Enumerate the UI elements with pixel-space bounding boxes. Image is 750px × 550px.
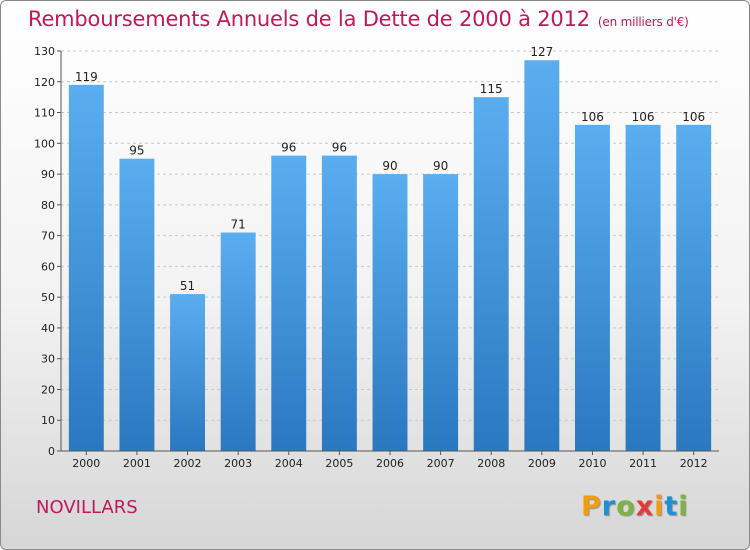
bar [524,60,560,451]
chart-title-text: Remboursements Annuels de la Dette de 20… [28,7,590,31]
y-tick-label: 70 [41,230,55,243]
bar-value-label: 96 [332,141,347,155]
y-tick-label: 120 [34,76,55,89]
y-tick-label: 10 [41,414,55,427]
x-tick-label: 2003 [224,457,252,470]
y-tick-label: 30 [41,353,55,366]
y-tick-label: 90 [41,168,55,181]
bar [119,158,155,451]
bar [170,294,206,451]
x-tick-label: 2005 [325,457,353,470]
x-tick-label: 2000 [72,457,100,470]
axes: 0 10 20 30 40 50 60 70 80 90 100 110 120 130 2000 2001 2… [34,45,719,470]
bar-value-label: 96 [281,141,296,155]
proxiti-logo: Proxiti [581,491,689,522]
bar [220,232,256,451]
bar [372,174,408,452]
bar-value-label: 106 [682,110,705,124]
y-tick-label: 80 [41,199,55,212]
bar-value-label: 106 [632,110,655,124]
bar-value-label: 90 [382,159,397,173]
x-tick-label: 2011 [629,457,657,470]
y-tick-label: 50 [41,291,55,304]
x-tick-label: 2004 [275,457,303,470]
bar [574,124,610,451]
bar [473,97,509,452]
bar [625,124,661,451]
bar-value-label: 106 [581,110,604,124]
logo-letter: t [664,491,679,522]
bar-value-label: 115 [480,82,503,96]
bar-value-label: 71 [231,218,246,232]
chart-unit-note: (en milliers d'€) [597,15,689,29]
y-tick-label: 20 [41,383,55,396]
x-tick-label: 2002 [174,457,202,470]
y-tick-label: 100 [34,137,55,150]
bar-value-label: 127 [530,45,553,59]
x-tick-label: 2006 [376,457,404,470]
x-tick-label: 2001 [123,457,151,470]
y-tick-label: 130 [34,45,55,58]
bar [321,155,357,451]
bars: 119 95 51 71 96 96 90 90 115 127 106 106 106 [68,45,712,452]
x-tick-label: 2009 [528,457,556,470]
bar [676,124,712,451]
x-tick-label: 2012 [680,457,708,470]
x-tick-label: 2008 [477,457,505,470]
y-tick-label: 40 [41,322,55,335]
bar-value-label: 51 [180,279,195,293]
y-tick-label: 110 [34,107,55,120]
logo-letter: o [616,491,636,522]
logo-letter: x [635,491,655,522]
bar-value-label: 119 [75,70,98,84]
bar [68,84,104,451]
chart-title: Remboursements Annuels de la Dette de 20… [28,7,689,31]
bar [271,155,307,451]
x-tick-label: 2007 [427,457,455,470]
logo-letter: i [678,491,689,522]
y-tick-label: 60 [41,260,55,273]
bar-value-label: 95 [129,144,144,158]
logo-letter: i [654,491,665,522]
y-tick-label: 0 [48,445,55,458]
place-name: NOVILLARS [36,497,138,518]
bar [423,174,459,452]
logo-letter: r [601,491,617,522]
logo-letter: P [581,491,602,522]
x-tick-label: 2010 [578,457,606,470]
bar-value-label: 90 [433,159,448,173]
